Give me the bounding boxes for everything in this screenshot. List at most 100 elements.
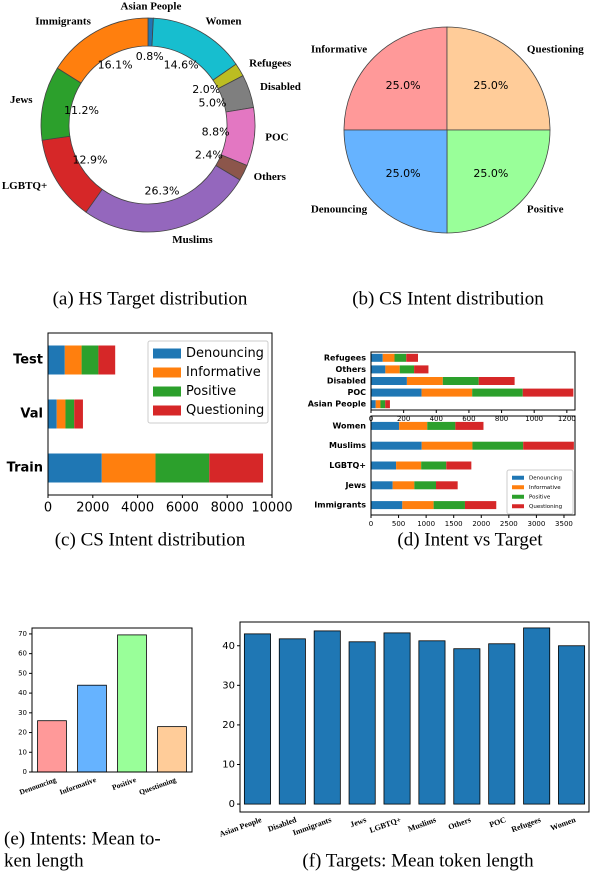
bar-segment bbox=[421, 461, 447, 470]
value-label: 16.1% bbox=[98, 58, 133, 71]
y-tick-label: Test bbox=[13, 353, 43, 368]
y-tick-label: 30 bbox=[18, 709, 27, 717]
bar-segment bbox=[406, 353, 419, 362]
y-tick-label: Asian People bbox=[308, 400, 367, 409]
y-tick-label: 30 bbox=[222, 680, 235, 691]
value-label: 8.8% bbox=[202, 126, 230, 139]
x-tick-label: 2000 bbox=[472, 520, 490, 528]
bar bbox=[453, 648, 481, 805]
bar-segment bbox=[371, 353, 383, 362]
x-tick-label: 8000 bbox=[211, 501, 244, 516]
bar-segment bbox=[371, 461, 397, 470]
bar-segment bbox=[98, 345, 116, 375]
x-tick-label: Denouncing bbox=[18, 775, 57, 797]
x-tick-label: 3500 bbox=[555, 520, 573, 528]
bar-segment bbox=[522, 388, 574, 397]
x-tick-label: 1000 bbox=[525, 415, 543, 423]
slice-label: Questioning bbox=[527, 44, 584, 56]
bar-segment bbox=[371, 421, 400, 430]
value-label: 2.0% bbox=[192, 83, 220, 96]
y-tick-label: LGBTQ+ bbox=[329, 461, 366, 470]
x-tick-label: 200 bbox=[397, 415, 410, 423]
bar-segment bbox=[394, 353, 407, 362]
bar bbox=[278, 638, 306, 805]
bar bbox=[488, 643, 516, 805]
legend-swatch bbox=[153, 405, 181, 416]
legend-label: Positive bbox=[186, 384, 236, 399]
value-label: 25.0% bbox=[386, 167, 421, 180]
legend-box bbox=[506, 469, 574, 515]
bar-segment bbox=[392, 481, 415, 490]
value-label: 2.4% bbox=[195, 148, 223, 161]
x-tick-label: Questioning bbox=[138, 775, 178, 797]
slice-label: Refugees bbox=[249, 58, 292, 70]
slice-label: Women bbox=[205, 15, 241, 27]
slice-label: Muslims bbox=[172, 234, 213, 246]
slice-label: LGBTQ+ bbox=[2, 180, 47, 192]
bar-segment bbox=[64, 345, 82, 375]
bar-segment bbox=[427, 421, 456, 430]
y-tick-label: POC bbox=[347, 388, 366, 397]
y-tick-label: Train bbox=[7, 461, 43, 476]
y-tick-label: 60 bbox=[18, 650, 27, 658]
caption: (a) HS Target distribution bbox=[53, 288, 248, 309]
caption: (f) Targets: Mean token length bbox=[302, 850, 534, 871]
bar bbox=[77, 684, 107, 773]
bar-segment bbox=[442, 377, 479, 385]
slice-label: Denouncing bbox=[311, 203, 368, 215]
slice-label: Others bbox=[254, 171, 287, 183]
bar-segment bbox=[371, 441, 422, 450]
bar-segment bbox=[371, 501, 403, 510]
x-tick-label: Refugees bbox=[510, 815, 542, 834]
bar-segment bbox=[385, 400, 390, 409]
bar-segment bbox=[209, 453, 264, 483]
x-tick-label: 0 bbox=[44, 501, 52, 516]
y-tick-label: 50 bbox=[18, 669, 27, 677]
bar-segment bbox=[523, 441, 574, 450]
value-label: 25.0% bbox=[473, 167, 508, 180]
bar bbox=[313, 630, 341, 805]
y-tick-label: 0 bbox=[23, 768, 27, 776]
x-tick-label: 1200 bbox=[558, 415, 576, 423]
bar-segment bbox=[382, 353, 395, 362]
bar-segment bbox=[414, 481, 437, 490]
plot-frame bbox=[370, 351, 576, 411]
bar-segment bbox=[414, 365, 429, 374]
caption: (e) Intents: Mean to- bbox=[4, 828, 161, 849]
x-tick-label: 2000 bbox=[76, 501, 109, 516]
slice bbox=[56, 17, 149, 84]
bar-segment bbox=[74, 399, 83, 429]
legend-label: Informative bbox=[186, 365, 261, 380]
plot-frame bbox=[47, 332, 273, 496]
bar bbox=[117, 634, 147, 773]
legend-swatch bbox=[153, 386, 181, 397]
slice-label: Positive bbox=[527, 203, 564, 215]
bar-segment bbox=[371, 388, 422, 397]
bar-segment bbox=[472, 441, 524, 450]
y-tick-label: 70 bbox=[18, 630, 27, 638]
value-label: 11.2% bbox=[64, 104, 99, 117]
x-tick-label: 6000 bbox=[166, 501, 199, 516]
bar-segment bbox=[155, 453, 210, 483]
bar bbox=[558, 645, 586, 805]
bar-segment bbox=[48, 399, 57, 429]
slice-label: Immigrants bbox=[35, 15, 91, 27]
bar-segment bbox=[56, 399, 66, 429]
y-tick-label: Disabled bbox=[327, 377, 366, 386]
plot-frame bbox=[370, 415, 576, 516]
bar bbox=[523, 627, 551, 805]
x-tick-label: 600 bbox=[462, 415, 475, 423]
plot-frame bbox=[31, 627, 193, 773]
slice bbox=[446, 26, 551, 131]
bar-segment bbox=[406, 377, 443, 385]
x-tick-label: 800 bbox=[495, 415, 508, 423]
x-tick-label: Positive bbox=[111, 775, 138, 792]
legend-swatch bbox=[153, 348, 181, 359]
legend-swatch bbox=[153, 367, 181, 378]
slice-label: Asian People bbox=[121, 1, 182, 13]
slice-label: Disabled bbox=[260, 81, 301, 93]
x-tick-label: POC bbox=[488, 815, 507, 829]
bar-segment bbox=[48, 453, 102, 483]
bar-segment bbox=[375, 400, 381, 409]
